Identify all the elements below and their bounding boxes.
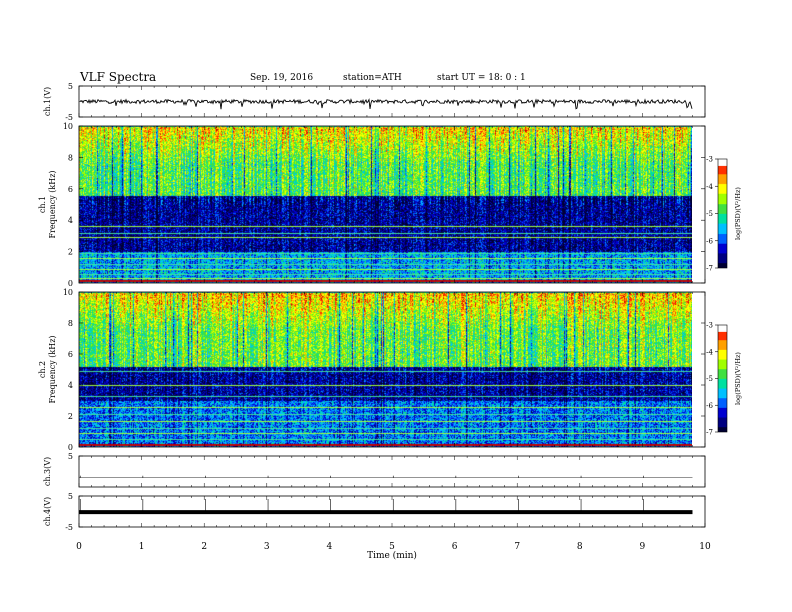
y-tick-label: 2 [68, 412, 73, 421]
colorbar-label: log(PSD)(V²/Hz) [734, 187, 742, 240]
ch2-spectrogram-ylabel: Frequency (kHz) [48, 335, 57, 403]
x-tick-label: 8 [577, 542, 583, 552]
ch2-spectrogram-ylabel: ch.2 [38, 361, 47, 378]
y-tick-label: 10 [63, 288, 73, 297]
y-tick-label: -5 [65, 523, 73, 532]
y-tick-label: 5 [68, 452, 73, 461]
ch3-waveform-frame [78, 455, 706, 488]
y-tick-label: 8 [68, 319, 73, 328]
colorbar-tick-label: -5 [706, 210, 713, 218]
x-tick-label: 9 [640, 542, 646, 552]
ch1-spectrogram-ylabel: ch.1 [38, 196, 47, 213]
ch1-spectrogram-colorbar [718, 159, 727, 268]
y-tick-label: 2 [68, 248, 73, 257]
y-tick-label: 4 [68, 381, 73, 390]
ch1-waveform-ylabel: ch.1(V) [43, 87, 52, 116]
y-tick-label: 8 [68, 153, 73, 162]
station-label: station=ATH [343, 73, 402, 83]
x-tick-label: 7 [514, 542, 520, 552]
colorbar-tick-label: -6 [706, 402, 713, 410]
date-label: Sep. 19, 2016 [250, 73, 314, 83]
colorbar-tick-label: -3 [706, 322, 713, 330]
ch3-waveform-ylabel: ch.3(V) [43, 457, 52, 486]
colorbar-tick-label: -7 [706, 265, 713, 273]
y-tick-label: 5 [68, 82, 73, 91]
spectrogram-layer [79, 126, 727, 447]
x-tick-label: 1 [139, 542, 145, 552]
start-ut-label: start UT = 18: 0 : 1 [437, 73, 526, 83]
y-tick-label: 6 [68, 185, 73, 194]
x-tick-label: 0 [76, 542, 82, 552]
y-tick-label: 5 [68, 492, 73, 501]
x-tick-label: 3 [264, 542, 270, 552]
y-tick-label: 6 [68, 350, 73, 359]
ch4-waveform-ylabel: ch.4(V) [43, 497, 52, 526]
colorbar-tick-label: -4 [706, 183, 713, 191]
colorbar-tick-label: -7 [706, 429, 713, 437]
colorbar-tick-label: -6 [706, 237, 713, 245]
axes-layer: 5 -5 ch.1(V) -3 -4 -5 -6 -7 log(PSD)(V²/Hz) 0 2 4 6 8… [38, 82, 742, 561]
y-tick-label: 4 [68, 216, 73, 225]
y-tick-label: 0 [68, 279, 73, 288]
y-tick-label: 0 [68, 443, 73, 452]
x-tick-label: 5 [389, 542, 395, 552]
ch2-spectrogram-colorbar [718, 325, 727, 432]
x-tick-label: 2 [201, 542, 207, 552]
x-tick-label: 10 [699, 542, 711, 552]
y-tick-label: -5 [65, 113, 73, 122]
x-tick-label: 4 [327, 542, 333, 552]
ch1-spectrogram-ylabel: Frequency (kHz) [48, 170, 57, 238]
colorbar-tick-label: -4 [706, 348, 713, 356]
waveform-layer [79, 98, 693, 515]
x-tick-label: 6 [452, 542, 458, 552]
colorbar-label: log(PSD)(V²/Hz) [734, 352, 742, 405]
chart-title: VLF Spectra [80, 70, 157, 84]
colorbar-tick-label: -5 [706, 375, 713, 383]
y-tick-label: 10 [63, 122, 73, 131]
colorbar-tick-label: -3 [706, 156, 713, 164]
ch1-spectrogram-image [79, 126, 692, 283]
ch2-spectrogram-image [79, 292, 692, 447]
x-axis-label: Time (min) [367, 550, 417, 561]
ch1-waveform-trace [79, 98, 693, 110]
